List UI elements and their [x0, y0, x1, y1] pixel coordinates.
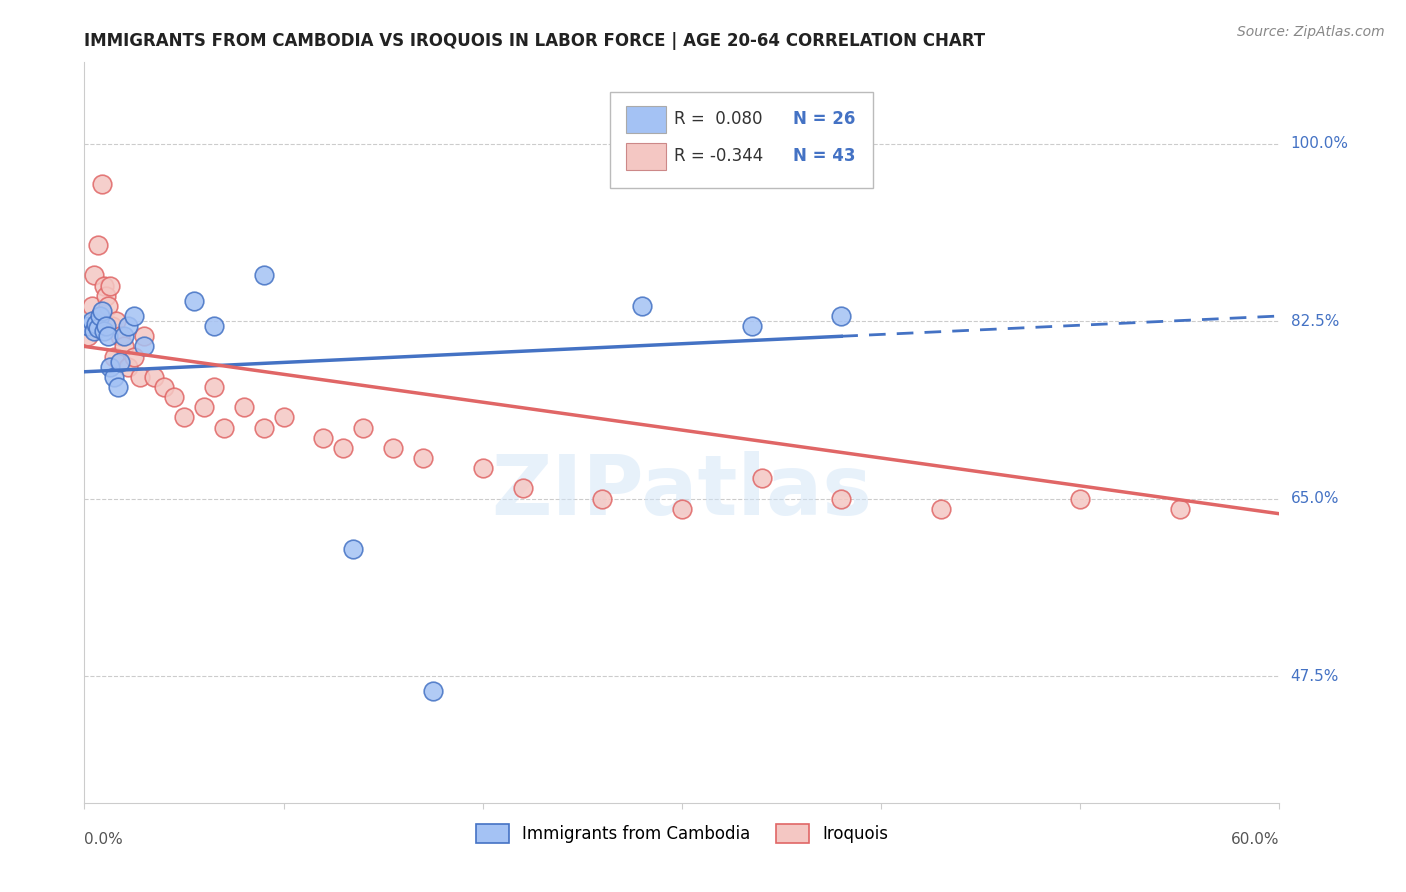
Point [93, 278, 115, 293]
Point [312, 431, 335, 445]
FancyBboxPatch shape [626, 143, 666, 169]
Point [98, 359, 121, 374]
Point [97, 299, 120, 313]
Point [412, 450, 434, 465]
Text: 82.5%: 82.5% [1291, 314, 1339, 328]
Point [830, 491, 852, 506]
Text: R = -0.344: R = -0.344 [673, 147, 763, 165]
Point [342, 542, 364, 557]
Point [105, 314, 128, 328]
Point [91, 304, 114, 318]
Point [253, 420, 276, 434]
Point [751, 471, 773, 485]
Point [89, 309, 111, 323]
Point [671, 501, 693, 516]
Point [117, 319, 139, 334]
Point [89, 309, 111, 323]
Point [107, 380, 129, 394]
Point [212, 420, 235, 434]
Text: 65.0%: 65.0% [1291, 491, 1339, 506]
Legend: Immigrants from Cambodia, Iroquois: Immigrants from Cambodia, Iroquois [470, 817, 894, 850]
Point [183, 293, 205, 308]
Point [91, 177, 114, 191]
Point [122, 309, 145, 323]
Point [631, 299, 654, 313]
Point [382, 441, 405, 455]
Point [110, 354, 132, 368]
Point [82, 299, 104, 313]
Text: 47.5%: 47.5% [1291, 668, 1339, 683]
Point [96, 289, 118, 303]
Point [77, 319, 100, 334]
FancyBboxPatch shape [626, 106, 666, 133]
Point [77, 329, 100, 343]
Point [82, 314, 104, 328]
Point [202, 319, 225, 334]
Point [929, 501, 952, 516]
Point [202, 380, 225, 394]
Point [193, 401, 215, 415]
Point [86, 317, 108, 331]
FancyBboxPatch shape [610, 92, 873, 188]
Text: 0.0%: 0.0% [84, 832, 124, 847]
Point [87, 238, 110, 252]
Point [591, 491, 613, 506]
Point [1168, 501, 1191, 516]
Text: 60.0%: 60.0% [1232, 832, 1279, 847]
Point [741, 319, 763, 334]
Point [153, 380, 176, 394]
Point [232, 401, 254, 415]
Point [117, 359, 139, 374]
Point [830, 309, 852, 323]
Text: N = 43: N = 43 [793, 147, 856, 165]
Point [93, 324, 115, 338]
Point [143, 369, 166, 384]
Point [87, 321, 110, 335]
Text: R =  0.080: R = 0.080 [673, 111, 762, 128]
Point [273, 410, 295, 425]
Point [471, 461, 494, 475]
Text: N = 26: N = 26 [793, 111, 855, 128]
Point [129, 369, 152, 384]
Point [122, 350, 145, 364]
Point [163, 390, 186, 404]
Text: ZIPatlas: ZIPatlas [492, 451, 872, 533]
Point [103, 369, 125, 384]
Point [83, 324, 105, 338]
Text: IMMIGRANTS FROM CAMBODIA VS IROQUOIS IN LABOR FORCE | AGE 20-64 CORRELATION CHAR: IMMIGRANTS FROM CAMBODIA VS IROQUOIS IN … [84, 32, 986, 50]
Text: 100.0%: 100.0% [1291, 136, 1348, 151]
Point [512, 482, 534, 496]
Point [422, 684, 444, 698]
Point [112, 339, 135, 353]
Point [173, 410, 195, 425]
Point [96, 319, 118, 334]
Point [98, 278, 121, 293]
Point [101, 319, 124, 334]
Point [97, 329, 120, 343]
Point [1069, 491, 1091, 506]
Point [112, 329, 135, 343]
Point [132, 329, 156, 343]
Point [332, 441, 354, 455]
Text: Source: ZipAtlas.com: Source: ZipAtlas.com [1237, 25, 1385, 39]
Point [83, 268, 105, 283]
Point [132, 339, 156, 353]
Point [253, 268, 276, 283]
Point [103, 350, 125, 364]
Point [352, 420, 374, 434]
Point [110, 329, 132, 343]
